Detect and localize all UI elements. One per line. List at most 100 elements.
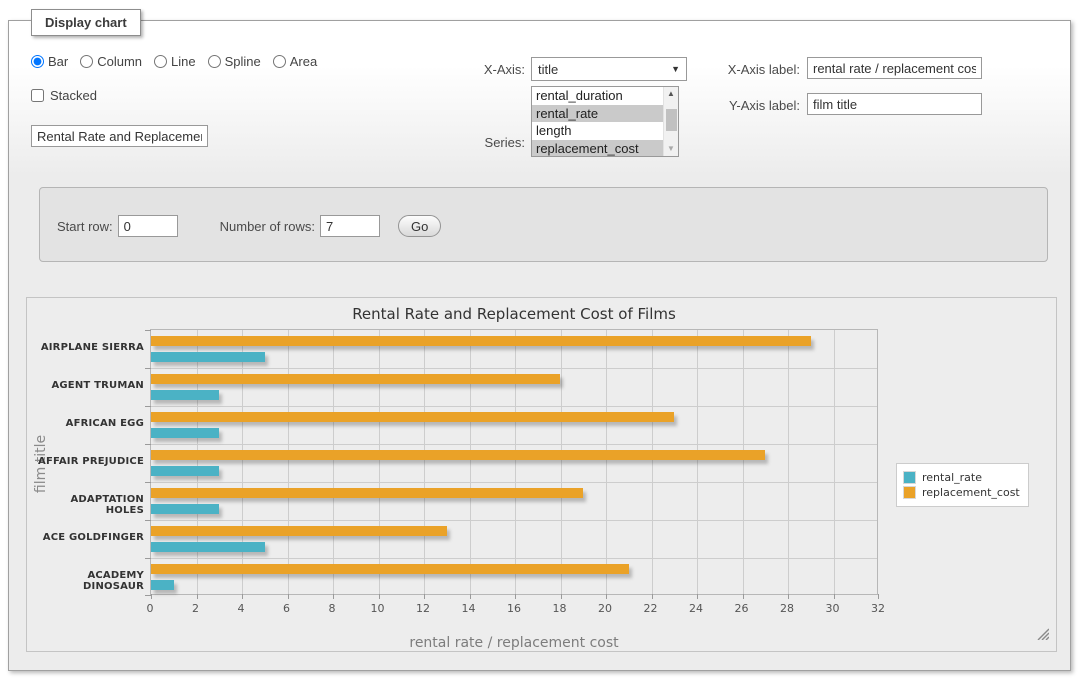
x-tick-mark	[242, 594, 243, 599]
row-range-controls: Start row: Number of rows: Go	[57, 215, 442, 237]
category-label: AIRPLANE SIERRA	[40, 342, 144, 353]
chart-title-input[interactable]	[31, 125, 208, 147]
dropdown-arrow-icon: ▼	[671, 64, 680, 74]
x-axis-label-label: X-Axis label:	[727, 62, 800, 77]
series-option-replacement_cost[interactable]: replacement_cost	[532, 140, 663, 156]
chart-type-radio-column[interactable]	[80, 55, 94, 68]
chart-type-label: Line	[171, 54, 196, 69]
x-tick-mark	[560, 594, 562, 599]
chart-type-option-line[interactable]: Line	[154, 54, 196, 69]
y-tick-mark	[145, 444, 151, 445]
x-tick-label: 22	[643, 602, 658, 615]
category-label: AFRICAN EGG	[65, 418, 144, 429]
gridline	[469, 330, 471, 594]
chart-type-option-area[interactable]: Area	[272, 54, 317, 69]
y-tick-mark	[145, 406, 151, 407]
x-tick-mark	[742, 594, 744, 599]
series-option-rental_rate[interactable]: rental_rate	[532, 104, 663, 123]
chart-title: Rental Rate and Replacement Cost of Film…	[352, 305, 676, 323]
gridline	[424, 330, 425, 594]
chart-bar-rental_rate	[151, 580, 174, 590]
x-tick-mark	[333, 594, 334, 599]
x-tick-label: 2	[192, 602, 199, 615]
start-row-input[interactable]	[117, 215, 178, 237]
x-tick-label: 4	[237, 602, 245, 615]
gridline	[378, 330, 380, 594]
series-options: rental_duration rental_rate length replacem…	[532, 87, 663, 156]
gridline	[151, 520, 877, 521]
gridline	[788, 330, 789, 594]
gridline	[151, 558, 877, 559]
y-tick-mark	[145, 520, 151, 521]
stacked-checkbox[interactable]	[31, 89, 44, 102]
series-multiselect[interactable]: rental_duration rental_rate length replacem…	[531, 86, 679, 157]
category-label: ACADEMY DINOSAUR	[83, 570, 144, 592]
chart-bar-rental_rate	[151, 390, 220, 400]
x-tick-label: 32	[871, 602, 885, 615]
chart-type-option-bar[interactable]: Bar	[31, 54, 68, 69]
chart-bar-replacement_cost	[151, 374, 561, 384]
x-tick-label: 8	[328, 602, 336, 615]
chart-type-radio-bar[interactable]	[31, 55, 44, 68]
display-chart-fieldset: Display chart Bar Column Line Spline Area St…	[8, 9, 1071, 671]
series-scrollbar[interactable]: ▲ ▼	[663, 87, 678, 156]
resize-handle-icon[interactable]	[1037, 628, 1049, 640]
chart-bar-replacement_cost	[151, 526, 447, 536]
category-label: ADAPTATION HOLES	[70, 494, 144, 516]
gridline	[196, 330, 198, 594]
x-tick-mark	[287, 594, 289, 599]
gridline	[742, 330, 744, 594]
chart-type-label: Bar	[48, 54, 69, 69]
plot-area	[145, 329, 879, 599]
x-tick-mark	[469, 594, 471, 599]
chart-bar-rental_rate	[151, 542, 265, 552]
scroll-down-icon[interactable]: ▼	[667, 144, 675, 153]
chart-bar-rental_rate	[151, 466, 220, 476]
chart-type-radio-area[interactable]	[272, 55, 286, 68]
y-tick-mark	[145, 368, 151, 369]
scroll-up-icon[interactable]: ▲	[667, 89, 675, 98]
y-tick-mark	[145, 482, 151, 483]
y-tick-mark	[145, 595, 151, 596]
chart-bar-replacement_cost	[151, 336, 811, 346]
x-tick-label: 16	[507, 602, 521, 615]
x-tick-label: 6	[283, 602, 290, 615]
chart-type-radio-line[interactable]	[154, 55, 168, 68]
gridline	[515, 330, 516, 594]
x-tick-label: 26	[734, 602, 749, 615]
gridline	[697, 330, 698, 594]
x-axis-label-input[interactable]	[807, 57, 982, 79]
legend-item-replacement_cost: replacement_cost	[903, 486, 1020, 499]
chart-type-option-column[interactable]: Column	[80, 54, 142, 69]
legend-label: replacement_cost	[922, 486, 1020, 499]
chart-type-option-spline[interactable]: Spline	[207, 54, 261, 69]
row-range-panel: Start row: Number of rows: Go	[39, 187, 1048, 262]
x-tick-mark	[878, 594, 879, 599]
series-select-label: Series:	[484, 135, 525, 150]
series-option-length[interactable]: length	[536, 123, 572, 139]
chart-bar-replacement_cost	[151, 488, 584, 498]
number-of-rows-input[interactable]	[320, 215, 380, 237]
x-tick-mark	[515, 594, 516, 599]
x-tick-label: 10	[370, 602, 385, 615]
legend-item-rental_rate: rental_rate	[903, 471, 1020, 484]
x-tick-mark	[833, 594, 835, 599]
y-axis-label-input[interactable]	[807, 93, 982, 115]
category-label: AGENT TRUMAN	[51, 380, 144, 391]
x-tick-label: 28	[780, 602, 794, 615]
series-option-rental_duration[interactable]: rental_duration	[536, 88, 623, 103]
scrollbar-thumb[interactable]	[665, 109, 677, 131]
chart-type-label: Column	[97, 54, 143, 69]
legend-swatch	[903, 471, 916, 484]
x-axis-select[interactable]: title ▼	[531, 57, 687, 81]
chart-type-radio-spline[interactable]	[207, 55, 221, 68]
chart-container: Rental Rate and Replacement Cost of Film…	[26, 297, 1057, 652]
x-tick-label: 14	[461, 602, 476, 615]
stacked-checkbox-row[interactable]: Stacked	[31, 88, 97, 103]
number-of-rows-label: Number of rows:	[219, 218, 315, 234]
gridline	[151, 482, 877, 483]
legend-label: rental_rate	[922, 471, 982, 484]
chart-bar-rental_rate	[151, 352, 265, 362]
x-tick-mark	[697, 594, 698, 599]
go-button[interactable]: Go	[398, 215, 442, 237]
